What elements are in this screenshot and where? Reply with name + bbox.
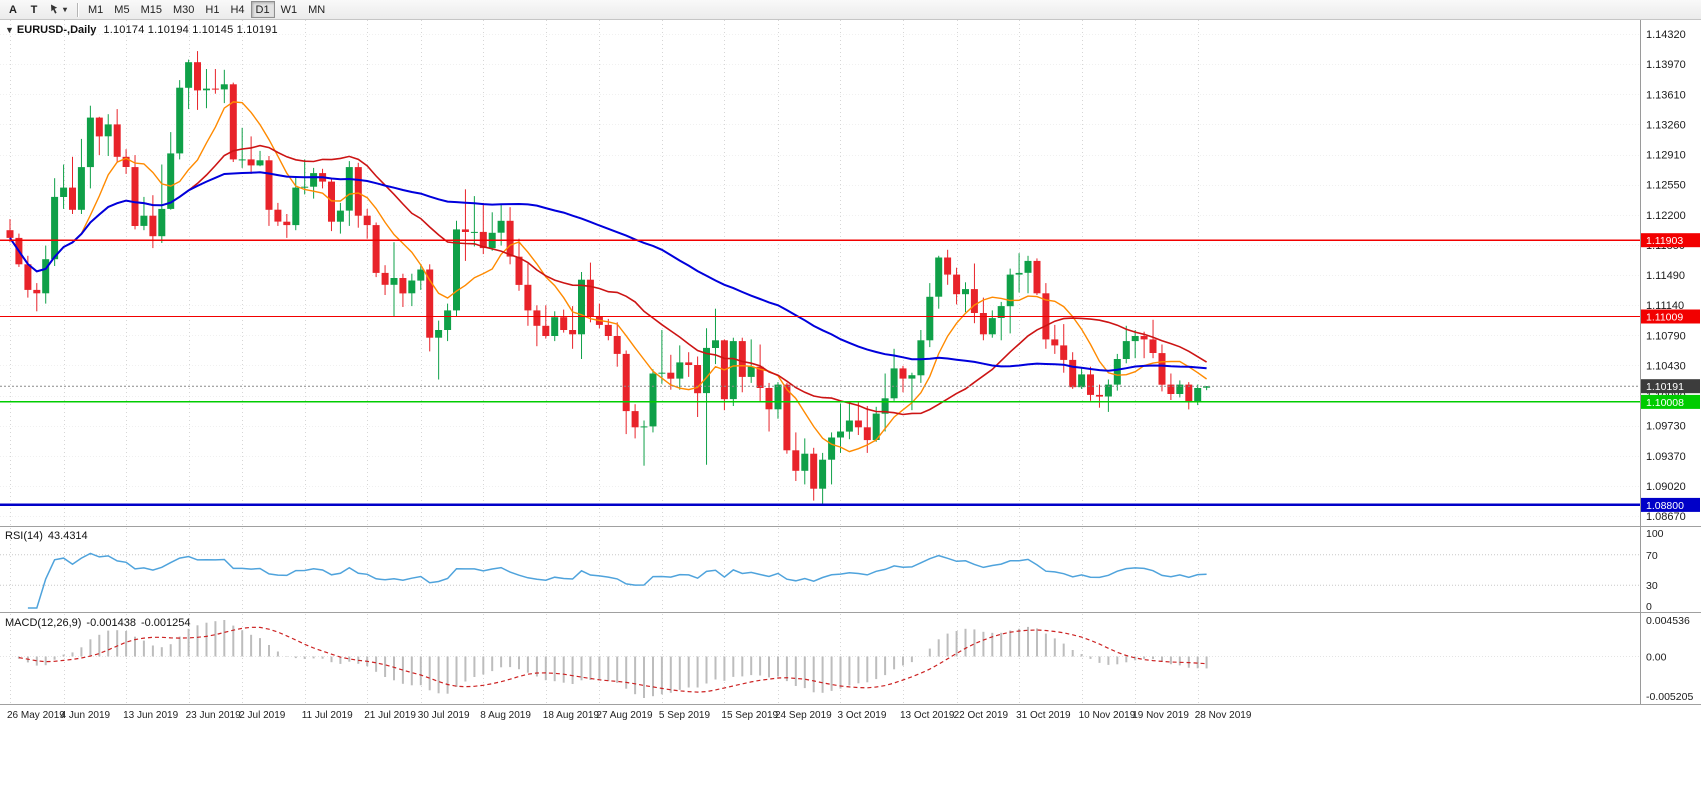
date-tick-label: 13 Jun 2019 [123,710,178,721]
price-tag-1.11903: 1.11903 [1641,233,1700,248]
date-tick-label: 27 Aug 2019 [596,710,653,721]
tool-a-button[interactable]: A [3,1,23,18]
timeframe-button-mn[interactable]: MN [303,1,330,18]
date-tick-label: 13 Oct 2019 [900,710,955,721]
timeframe-button-m15[interactable]: M15 [136,1,167,18]
price-tag-1.11009: 1.11009 [1641,309,1700,324]
price-tick-label: 1.08670 [1646,511,1686,523]
toolbar-separator [77,2,79,17]
chart-area: 1.14320 1.13970 1.13610 1.13260 1.12910 1.125… [0,20,1701,788]
ma-slow-line [9,171,1207,372]
ma-fast-line [9,101,1208,453]
price-tick-label: 1.11490 [1646,270,1685,282]
date-tick-label: 18 Aug 2019 [543,710,600,721]
macd-tick-label: -0.005205 [1646,691,1693,703]
price-tick-label: 1.10790 [1646,330,1686,342]
levels-layer [0,239,1640,507]
line-studies-toolbar: A T ▾ [3,1,72,18]
date-tick-label: 26 May 2019 [7,710,65,721]
date-tick-label: 19 Nov 2019 [1132,710,1189,721]
date-tick-label: 21 Jul 2019 [364,710,416,721]
date-tick-label: 11 Jul 2019 [302,710,353,721]
rsi-tick-label: 30 [1646,580,1658,592]
price-tick-label: 1.13970 [1646,59,1686,71]
rsi-line [27,552,1207,609]
date-tick-label: 24 Sep 2019 [775,710,832,721]
ma-mid-line [9,144,1208,416]
macd-tick-label: 0.00 [1646,652,1667,664]
price-tick-label: 1.09020 [1646,481,1686,493]
date-tick-label: 31 Oct 2019 [1016,710,1071,721]
rsi-tick-label: 100 [1646,528,1664,540]
price-scale[interactable]: 1.14320 1.13970 1.13610 1.13260 1.12910 1.125… [1640,20,1701,704]
svg-text:1.10191: 1.10191 [1646,381,1684,393]
rsi-tick-label: 70 [1646,550,1658,562]
price-tick-label: 1.10430 [1646,360,1686,372]
timeframe-button-m1[interactable]: M1 [83,1,108,18]
svg-text:1.11009: 1.11009 [1646,312,1683,324]
timeframe-button-m5[interactable]: M5 [109,1,134,18]
price-tick-label: 1.12200 [1646,210,1686,222]
price-tick-label: 1.09730 [1646,421,1686,433]
svg-text:1.08800: 1.08800 [1646,500,1684,512]
timeframe-button-w1[interactable]: W1 [276,1,303,18]
date-tick-label: 2 Jul 2019 [239,710,286,721]
toolbar: A T ▾ M1 M5 M15 M30 H1 H4 D1 W1 MN [0,0,1701,20]
price-tick-label: 1.12910 [1646,150,1686,162]
timeframe-button-h4[interactable]: H4 [225,1,249,18]
rsi-panel [0,552,1640,609]
chart-canvas[interactable]: 1.14320 1.13970 1.13610 1.13260 1.12910 1.125… [0,20,1701,788]
date-tick-label: 22 Oct 2019 [954,710,1009,721]
symbol-dropdown-icon[interactable]: ▼ [5,25,14,35]
date-tick-label: 15 Sep 2019 [721,710,778,721]
timeframe-button-h1[interactable]: H1 [200,1,224,18]
caret-down-icon: ▾ [63,4,68,14]
timeframe-button-m30[interactable]: M30 [168,1,199,18]
price-tick-label: 1.11140 [1646,300,1684,312]
price-tag-1.10008: 1.10008 [1641,394,1700,409]
date-tick-label: 4 Jun 2019 [61,710,111,721]
timeframes-toolbar: M1 M5 M15 M30 H1 H4 D1 W1 MN [83,1,330,18]
rsi-tick-label: 0 [1646,601,1652,613]
price-tick-label: 1.13260 [1646,119,1686,131]
price-tag-1.10191: 1.10191 [1641,379,1700,394]
price-tick-label: 1.14320 [1646,29,1686,41]
macd-signal-line [18,626,1207,693]
price-tag-1.08800: 1.08800 [1641,497,1700,512]
date-tick-label: 3 Oct 2019 [838,710,887,721]
svg-text:1.10008: 1.10008 [1646,397,1684,409]
date-tick-label: 8 Aug 2019 [480,710,531,721]
arrows-tool-dropdown-button[interactable]: ▾ [45,1,72,18]
macd-tick-label: 0.004536 [1646,615,1690,627]
price-tick-label: 1.12550 [1646,180,1686,192]
date-tick-label: 10 Nov 2019 [1079,710,1136,721]
macd-panel [0,620,1640,698]
date-tick-label: 23 Jun 2019 [186,710,241,721]
date-tick-label: 5 Sep 2019 [659,710,711,721]
price-tick-label: 1.09370 [1646,451,1686,463]
timeframe-button-d1[interactable]: D1 [250,1,275,18]
price-tick-label: 1.13610 [1646,89,1686,101]
arrows-tool-icon [51,4,58,14]
date-tick-label: 30 Jul 2019 [418,710,470,721]
date-tick-label: 28 Nov 2019 [1195,710,1252,721]
tool-t-button[interactable]: T [24,1,44,18]
svg-text:1.11903: 1.11903 [1646,235,1683,247]
